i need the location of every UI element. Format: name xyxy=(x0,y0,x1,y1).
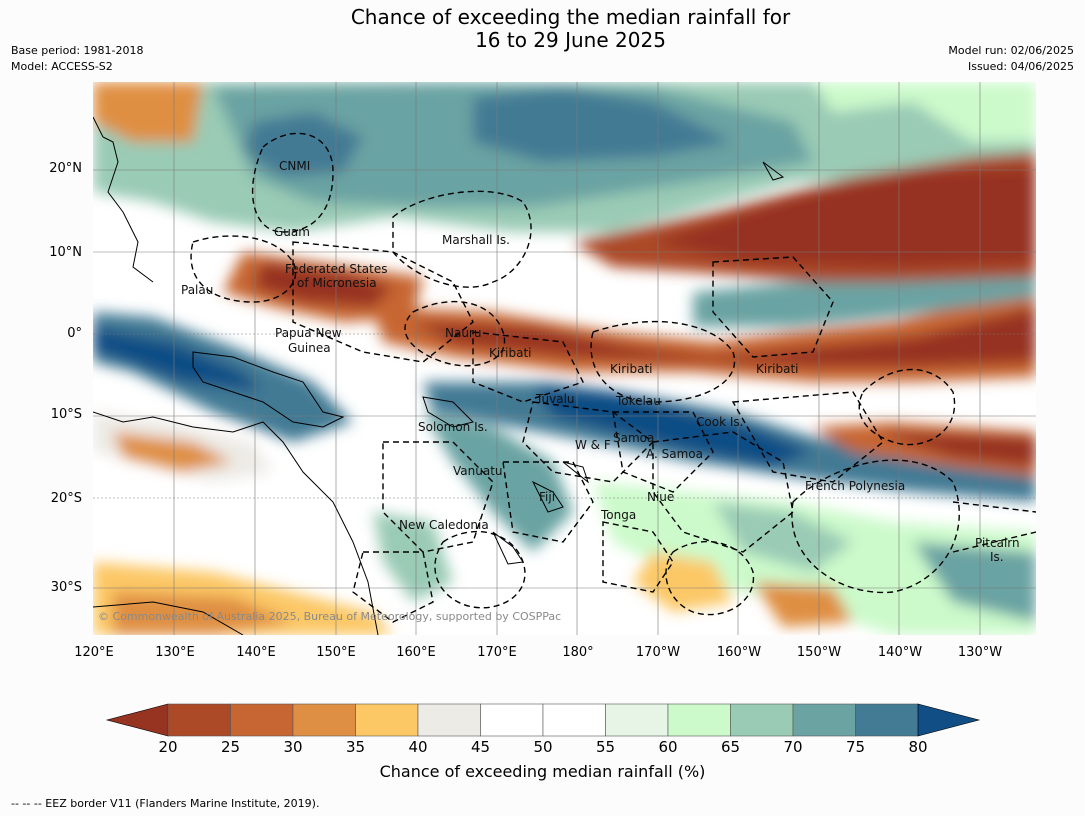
colorbar-tick-label: 25 xyxy=(220,738,241,756)
label-kiribati-west: Kiribati xyxy=(489,346,531,360)
title-line-1: Chance of exceeding the median rainfall … xyxy=(350,5,791,29)
label-samoa: Samoa xyxy=(613,431,654,445)
colorbar-tick-label: 40 xyxy=(408,738,428,756)
colorbar-segment xyxy=(230,703,294,737)
colorbar-segment xyxy=(855,703,919,737)
region-labels: CNMI Guam Marshall Is. Federated States … xyxy=(181,159,1020,564)
meta-left: Base period: 1981-2018 Model: ACCESS-S2 xyxy=(11,43,143,75)
lon-label-130w: 130°W xyxy=(957,645,1003,660)
colorbar-tick-label: 35 xyxy=(345,738,366,756)
label-french-polynesia: French Polynesia xyxy=(805,479,905,493)
colorbar-tick-label: 20 xyxy=(158,738,178,756)
label-cook: Cook Is. xyxy=(696,415,743,429)
colorbar-segment xyxy=(355,703,419,737)
model-run: Model run: 02/06/2025 xyxy=(948,44,1074,57)
colorbar xyxy=(105,703,981,737)
meta-right: Model run: 02/06/2025 Issued: 04/06/2025 xyxy=(948,43,1074,75)
colorbar-segment xyxy=(292,703,356,737)
colorbar-tick-label: 65 xyxy=(720,738,741,756)
colorbar-segment xyxy=(480,703,544,737)
label-guam: Guam xyxy=(274,225,310,239)
colorbar-segment xyxy=(605,703,669,737)
lat-label-10s: 10°S xyxy=(50,407,82,422)
colorbar-low-arrow xyxy=(105,703,169,737)
colorbar-segment xyxy=(667,703,731,737)
colorbar-segment xyxy=(167,703,231,737)
label-wallis-futuna: W & F xyxy=(575,438,611,452)
label-fsm-1: Federated States xyxy=(285,262,387,276)
rainfall-map: CNMI Guam Marshall Is. Federated States … xyxy=(93,82,1036,635)
copyright-note: © Commonwealth of Australia 2025, Bureau… xyxy=(98,610,562,623)
colorbar-tick-label: 55 xyxy=(595,738,616,756)
map-title: Chance of exceeding the median rainfall … xyxy=(0,6,1085,52)
lat-label-20s: 20°S xyxy=(50,491,82,506)
lon-label-150e: 150°E xyxy=(316,645,356,660)
label-kiribati-central: Kiribati xyxy=(610,362,652,376)
colorbar-tick-label: 50 xyxy=(533,738,553,756)
lat-label-20n: 20°N xyxy=(49,161,82,176)
label-png-1: Papua New xyxy=(275,326,342,340)
colorbar-segment xyxy=(730,703,794,737)
lon-label-170w: 170°W xyxy=(635,645,681,660)
label-kiribati-east: Kiribati xyxy=(756,362,798,376)
label-pitcairn-1: Pitcairn xyxy=(975,536,1020,550)
issued-date: Issued: 04/06/2025 xyxy=(967,60,1074,73)
label-fiji: Fiji xyxy=(539,490,555,504)
graticule xyxy=(93,82,1036,635)
label-new-caledonia: New Caledonia xyxy=(399,518,489,532)
label-vanuatu: Vanuatu xyxy=(453,464,503,478)
eez-footnote: -- -- -- EEZ border V11 (Flanders Marine… xyxy=(11,797,320,810)
colorbar-label: Chance of exceeding median rainfall (%) xyxy=(379,762,706,781)
colorbar-segment xyxy=(792,703,856,737)
label-tonga: Tonga xyxy=(600,508,636,522)
lon-label-160w: 160°W xyxy=(716,645,762,660)
lon-label-150w: 150°W xyxy=(796,645,842,660)
coastlines xyxy=(93,116,785,635)
colorbar-tick-label: 30 xyxy=(283,738,303,756)
label-tokelau: Tokelau xyxy=(615,394,661,408)
lat-label-30s: 30°S xyxy=(50,580,82,595)
colorbar-tick-label: 70 xyxy=(783,738,803,756)
label-fsm-2: of Micronesia xyxy=(297,276,377,290)
label-cnmi: CNMI xyxy=(279,159,310,173)
model-name: Model: ACCESS-S2 xyxy=(11,60,113,73)
label-american-samoa: A. Samoa xyxy=(646,447,703,461)
lon-label-140e: 140°E xyxy=(236,645,276,660)
map-canvas: CNMI Guam Marshall Is. Federated States … xyxy=(93,82,1036,635)
label-tuvalu: Tuvalu xyxy=(535,392,575,406)
lon-label-170e: 170°E xyxy=(477,645,517,660)
label-palau: Palau xyxy=(181,283,213,297)
label-png-2: Guinea xyxy=(288,341,331,355)
colorbar-tick-label: 45 xyxy=(470,738,491,756)
colorbar-high-arrow xyxy=(917,703,981,737)
title-line-2: 16 to 29 June 2025 xyxy=(475,28,666,52)
lon-label-130e: 130°E xyxy=(155,645,195,660)
label-nauru: Nauru xyxy=(445,326,481,340)
lon-label-180: 180° xyxy=(562,645,594,660)
colorbar-tick-label: 60 xyxy=(658,738,678,756)
lon-label-120e: 120°E xyxy=(74,645,114,660)
label-marshall: Marshall Is. xyxy=(442,233,510,247)
lat-label-0: 0° xyxy=(67,326,82,341)
label-pitcairn-2: Is. xyxy=(990,550,1004,564)
label-solomon: Solomon Is. xyxy=(418,420,488,434)
eez-borders xyxy=(190,132,1036,623)
lat-label-10n: 10°N xyxy=(49,245,82,260)
colorbar-segment xyxy=(417,703,481,737)
lon-label-140w: 140°W xyxy=(877,645,923,660)
lon-label-160e: 160°E xyxy=(396,645,436,660)
colorbar-tick-label: 75 xyxy=(845,738,866,756)
colorbar-segment xyxy=(542,703,606,737)
label-niue: Niue xyxy=(647,490,674,504)
colorbar-tick-label: 80 xyxy=(908,738,928,756)
base-period: Base period: 1981-2018 xyxy=(11,44,144,57)
